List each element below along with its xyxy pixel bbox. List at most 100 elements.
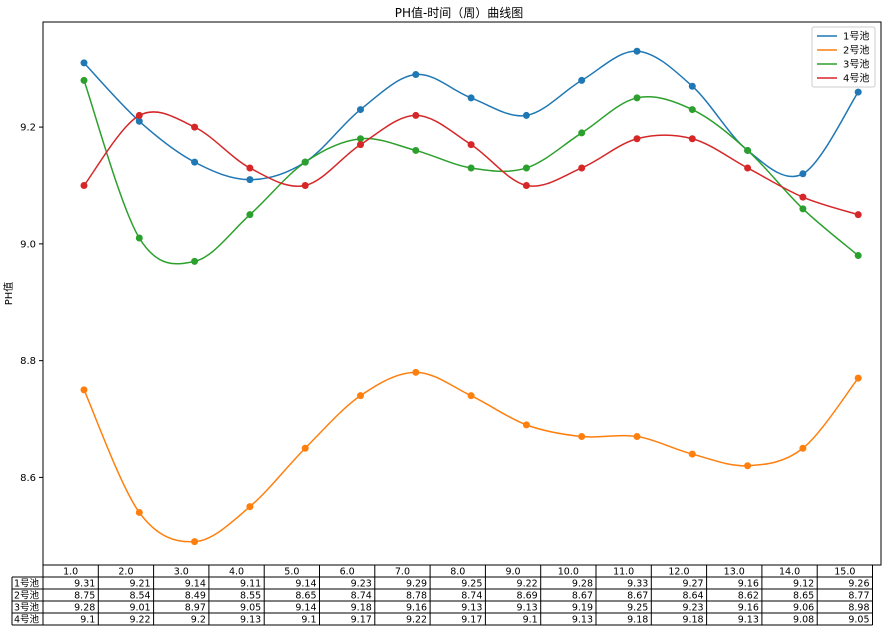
table-cell: 9.22 — [129, 615, 150, 626]
table-cell: 9.06 — [793, 603, 814, 614]
table-header-cell: 14.0 — [779, 567, 800, 578]
series-line-1 — [83, 50, 859, 181]
table-header-cell: 9.0 — [505, 567, 520, 578]
table-header-cell: 6.0 — [340, 567, 355, 578]
table-cell: 9.23 — [351, 579, 372, 590]
table-cell: 8.77 — [848, 591, 869, 602]
data-point-s2-x9 — [522, 421, 530, 429]
data-point-s4-x14 — [799, 193, 807, 201]
data-point-s1-x1 — [80, 59, 88, 67]
data-point-s2-x12 — [688, 450, 696, 458]
data-point-s1-x12 — [688, 82, 696, 90]
data-point-s2-x1 — [80, 386, 88, 394]
data-point-s3-x10 — [578, 129, 586, 137]
table-cell: 9.1 — [80, 615, 95, 626]
table-cell: 8.74 — [461, 591, 482, 602]
table-cell: 9.21 — [129, 579, 150, 590]
table-header-cell: 5.0 — [284, 567, 299, 578]
series-lines — [83, 50, 859, 543]
table-cell: 9.13 — [461, 603, 482, 614]
table-cell: 9.16 — [738, 579, 759, 590]
table-cell: 8.74 — [351, 591, 372, 602]
table-cell: 8.65 — [793, 591, 814, 602]
table-cell: 9.18 — [682, 615, 703, 626]
data-point-s3-x4 — [246, 211, 254, 219]
table-cell: 9.31 — [74, 579, 95, 590]
table-cell: 8.62 — [738, 591, 759, 602]
chart-title: PH值-时间（周）曲线图 — [395, 5, 524, 20]
data-point-s3-x7 — [412, 146, 420, 154]
data-point-s1-x6 — [357, 106, 364, 114]
series-points — [80, 47, 862, 546]
table-cell: 9.13 — [738, 615, 759, 626]
table-row-label: 4号池 — [14, 614, 40, 626]
table-row-label: 2号池 — [14, 590, 40, 602]
table-cell: 9.22 — [517, 579, 538, 590]
table-cell: 8.97 — [185, 603, 206, 614]
series-line-4 — [83, 111, 859, 216]
legend-label-1: 1号池 — [843, 30, 869, 43]
table-cell: 9.1 — [523, 615, 538, 626]
table-header-cell: 10.0 — [558, 567, 579, 578]
data-point-s3-x6 — [357, 135, 364, 143]
data-point-s1-x15 — [854, 88, 862, 96]
data-point-s3-x3 — [191, 257, 199, 265]
table-row-label: 3号池 — [14, 602, 40, 614]
table-cell: 9.25 — [627, 603, 648, 614]
table-cell: 9.25 — [461, 579, 482, 590]
table-header-cell: 12.0 — [668, 567, 689, 578]
table-cell: 8.78 — [406, 591, 427, 602]
data-point-s4-x10 — [578, 164, 586, 172]
table-cell: 9.22 — [406, 615, 427, 626]
data-point-s1-x14 — [799, 170, 807, 178]
y-tick-label: 9.0 — [20, 239, 36, 250]
table-cell: 9.27 — [682, 579, 703, 590]
legend-label-3: 3号池 — [843, 58, 869, 71]
table-cell: 9.13 — [517, 603, 538, 614]
table-cell: 9.28 — [74, 603, 95, 614]
table-header-cell: 7.0 — [395, 567, 410, 578]
y-tick-label: 8.8 — [20, 356, 36, 367]
table-header-cell: 1.0 — [63, 567, 78, 578]
table-cell: 9.33 — [627, 579, 648, 590]
data-point-s2-x6 — [357, 392, 364, 400]
data-point-s4-x2 — [135, 111, 143, 119]
table-cell: 9.2 — [191, 615, 206, 626]
table-cell: 9.14 — [295, 603, 316, 614]
table-cell: 9.18 — [627, 615, 648, 626]
table-cell: 9.08 — [793, 615, 814, 626]
data-point-s3-x15 — [854, 252, 862, 260]
table-cell: 9.05 — [240, 603, 261, 614]
table-cell: 9.16 — [738, 603, 759, 614]
table-cell: 9.1 — [301, 615, 316, 626]
data-point-s2-x4 — [246, 503, 254, 511]
data-point-s4-x15 — [854, 211, 862, 219]
data-point-s1-x8 — [467, 94, 475, 102]
table-cell: 9.12 — [793, 579, 814, 590]
y-axis-ticks: 8.6 8.8 9.0 9.2 — [20, 123, 43, 484]
data-point-s2-x11 — [633, 433, 641, 441]
y-tick-label: 9.2 — [20, 123, 36, 134]
data-point-s4-x1 — [80, 181, 88, 189]
data-point-s3-x2 — [135, 234, 143, 242]
series-line-3 — [83, 80, 859, 265]
data-point-s2-x14 — [799, 444, 807, 452]
table-cell: 9.19 — [572, 603, 593, 614]
table-cell: 9.18 — [351, 603, 372, 614]
data-point-s2-x7 — [412, 368, 420, 376]
data-point-s2-x3 — [191, 538, 199, 546]
table-row-label: 1号池 — [14, 578, 40, 590]
data-point-s3-x9 — [522, 164, 530, 172]
data-point-s1-x9 — [522, 111, 530, 119]
data-point-s1-x11 — [633, 47, 641, 55]
data-point-s3-x5 — [301, 158, 309, 166]
table-cell: 9.14 — [295, 579, 316, 590]
data-point-s3-x1 — [80, 76, 88, 84]
table-header-cell: 4.0 — [229, 567, 244, 578]
data-point-s1-x10 — [578, 76, 586, 84]
data-point-s4-x13 — [744, 164, 752, 172]
table-header-cell: 2.0 — [118, 567, 133, 578]
